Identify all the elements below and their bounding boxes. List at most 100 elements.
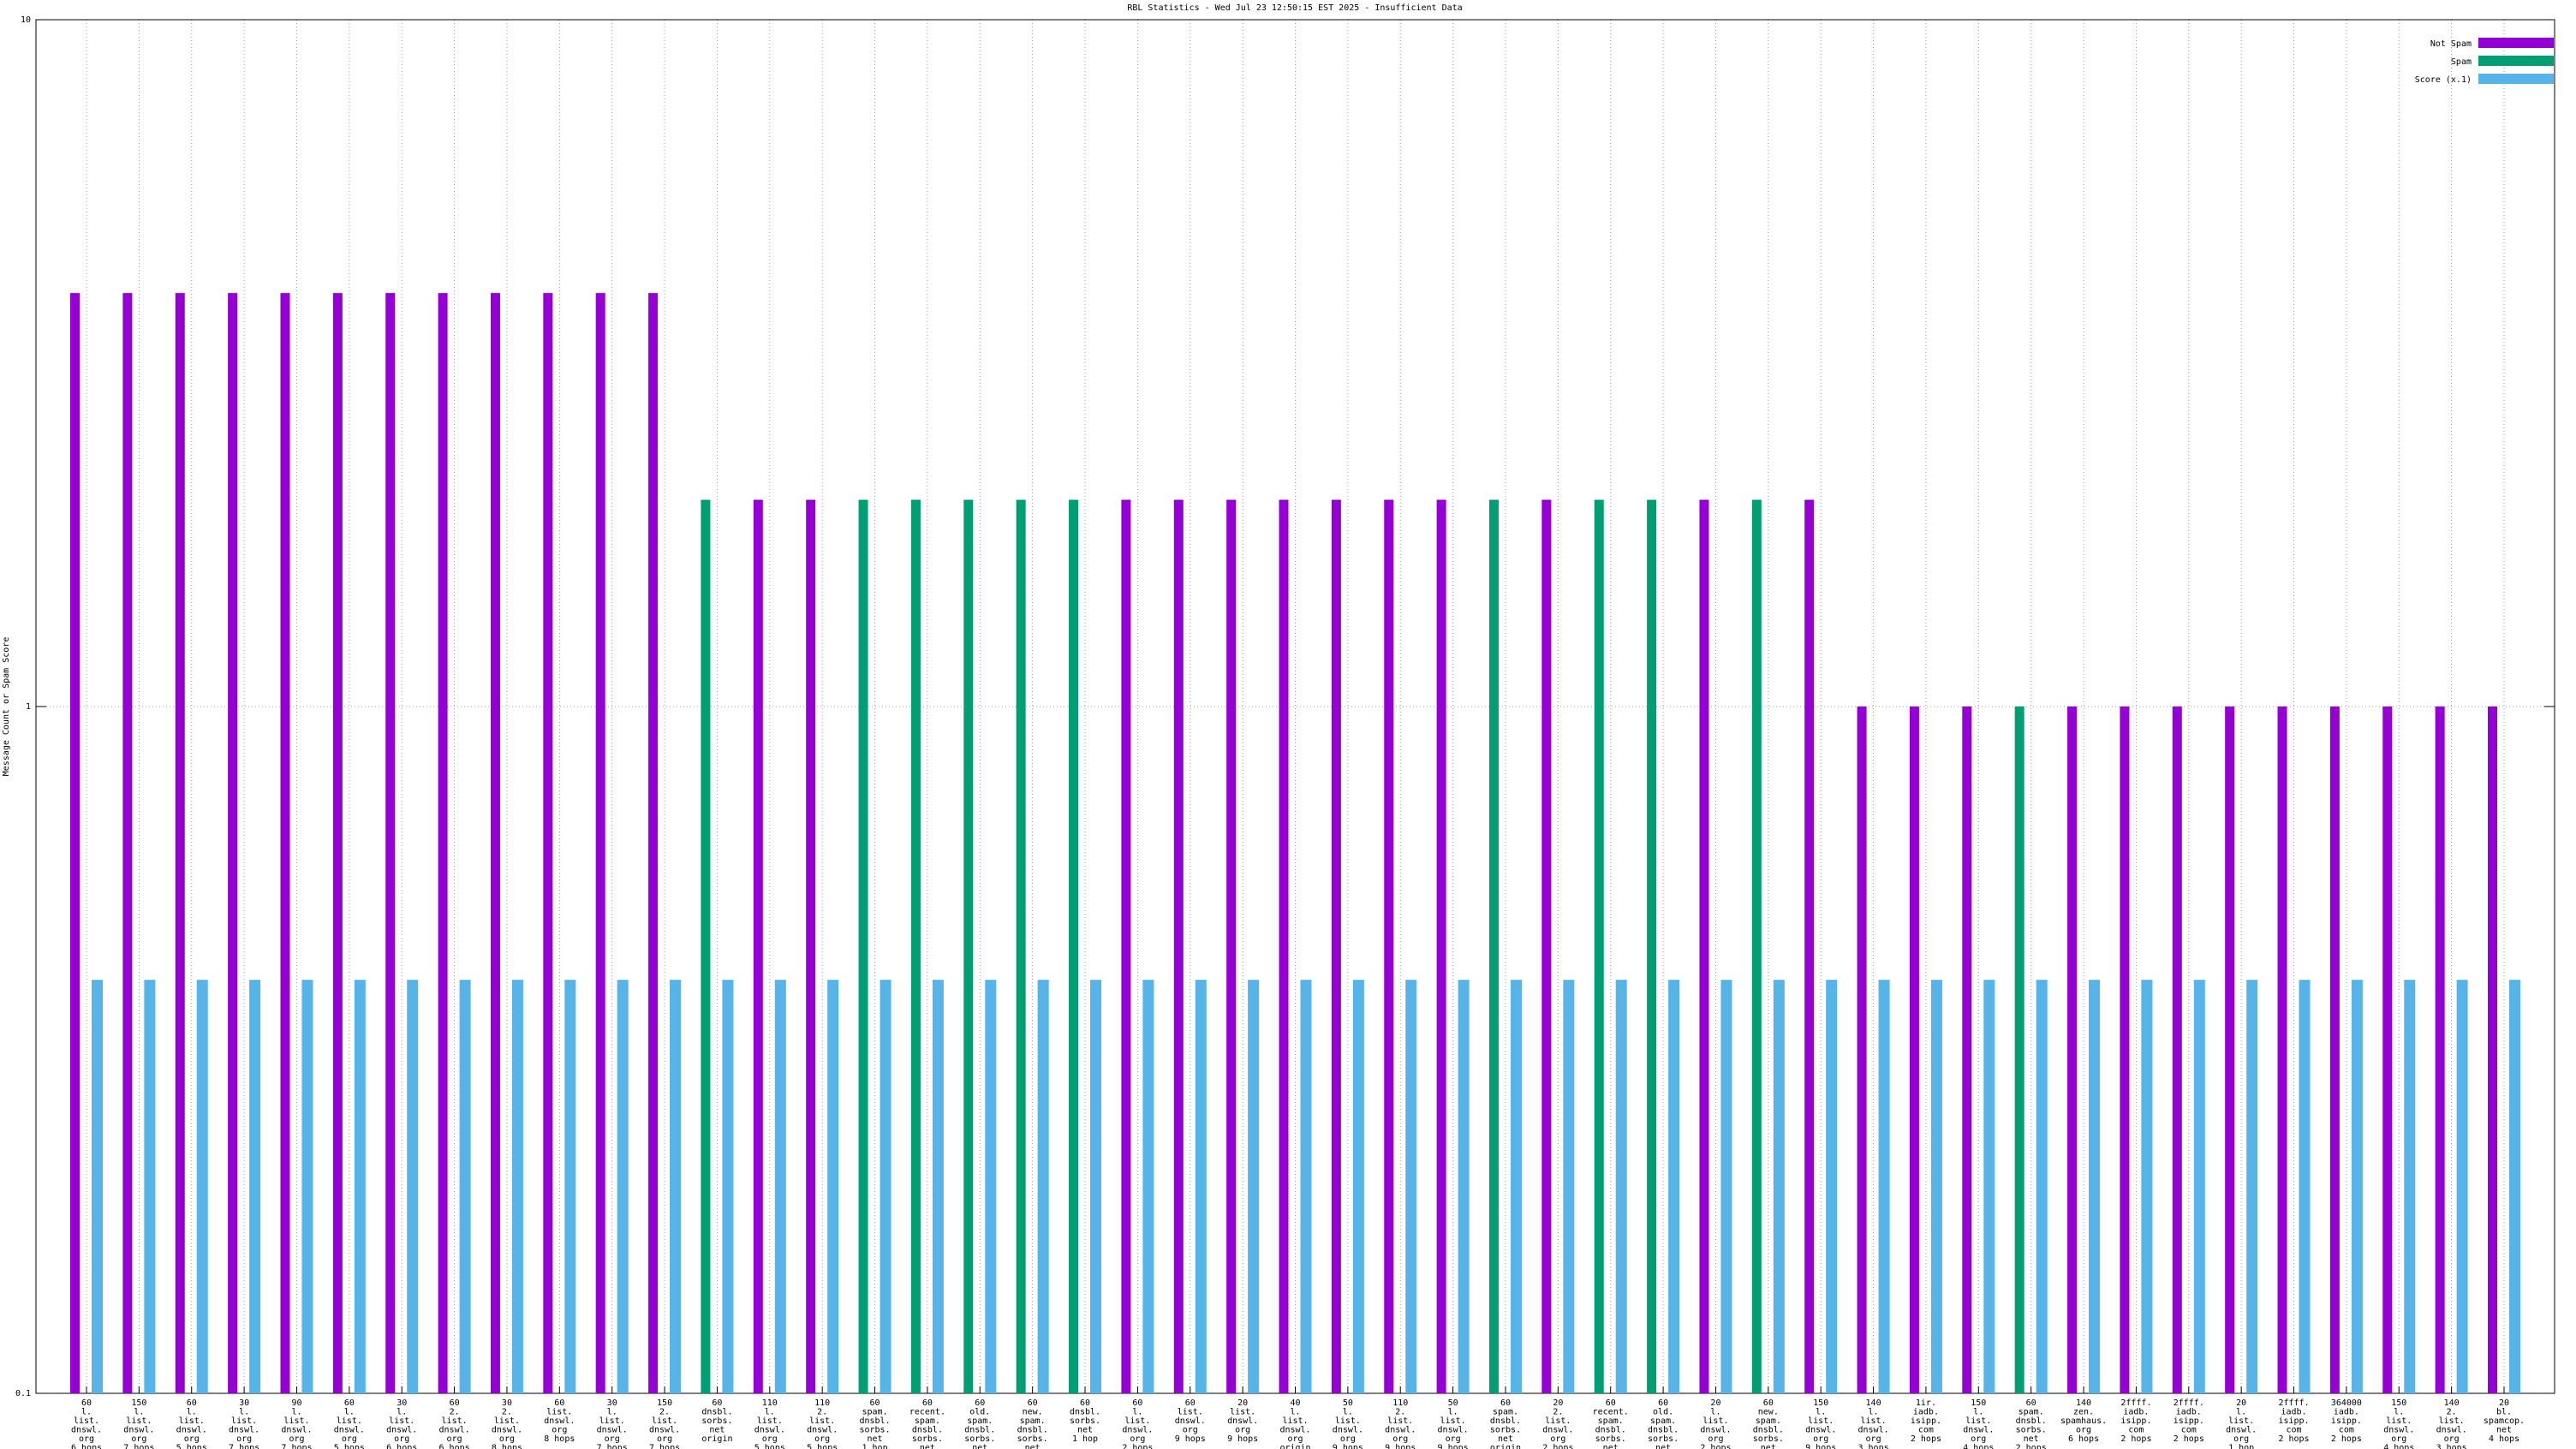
x-tick-label-line: list. [231,1416,257,1426]
legend-swatch [2478,38,2554,48]
bar [332,293,343,1393]
x-tick-label-line: 60 [1500,1398,1511,1408]
x-tick-label-line: list. [1178,1408,1203,1417]
bar [1436,499,1446,1393]
x-tick-label-line: com [2339,1426,2354,1435]
x-tick-label: 1ir. iadb. isipp. com 2 hops [1911,1398,1941,1444]
x-tick-label-line: list. [652,1416,677,1426]
x-tick-label-line: spam. [1493,1408,1518,1417]
x-tick-label-line: dnsbl. [1595,1426,1626,1435]
x-tick-label-line: 3 hops [1858,1444,1889,1449]
x-tick-label: 2ffff. iadb. isipp. com 2 hops [2120,1398,2151,1444]
x-tick-label-line: org [1550,1434,1565,1444]
x-tick-label-line: old. [969,1408,990,1417]
bar [564,980,576,1393]
x-tick-label-line: list. [1387,1416,1413,1426]
x-tick-label-line: 60 [1606,1398,1616,1408]
bar [2509,980,2520,1393]
x-tick-label-line: 2 hops [1700,1444,1731,1449]
bar [963,499,974,1393]
x-tick-label-line: list. [1965,1416,1991,1426]
x-tick-label-line: org [1446,1434,1461,1444]
x-tick-label-line: dnswl. [597,1426,628,1435]
bar [1016,499,1026,1393]
x-tick-label-line: list. [442,1416,468,1426]
x-tick-label: 60 dnsbl. sorbs. net 1 hop [1070,1398,1100,1444]
x-tick-label-line: 2 hops [1542,1444,1573,1449]
x-tick-label-line: org [2391,1434,2406,1444]
bar [196,980,208,1393]
bar [1909,707,1919,1393]
bar [2172,707,2182,1393]
x-tick-label-line: net [2496,1426,2512,1435]
x-tick-label-line: net [1025,1444,1041,1449]
bar [2141,980,2153,1393]
x-tick-label-line: 1ir. [1916,1398,1936,1408]
x-tick-label-line: net [972,1444,987,1449]
x-tick-label: 150 l. list. dnswl. org 4 hops [1963,1398,1994,1449]
bar [595,293,605,1393]
x-tick-label-line: 140 [1866,1398,1881,1408]
x-tick-label-line: 2 hops [2278,1434,2309,1444]
x-tick-label-line: org [79,1434,94,1444]
x-tick-label-line: list. [389,1416,414,1426]
x-tick-label-line: dnswl. [281,1426,312,1435]
x-tick-label-line: 20 [1553,1398,1563,1408]
x-tick-label-line: 150 [657,1398,672,1408]
x-tick-label-line: sorbs. [1595,1434,1626,1444]
x-tick-label-line: isipp. [2120,1416,2151,1426]
x-tick-label-line: dnsbl. [1490,1416,1521,1426]
bar [670,980,682,1393]
x-tick-label-line: dnswl. [1438,1426,1469,1435]
x-tick-label: 2ffff. iadb. isipp. com 2 hops [2174,1398,2204,1444]
x-tick-label-line: list. [1230,1408,1255,1417]
x-tick-label-line: dnswl. [1279,1426,1310,1435]
x-tick-label-line: 2 hops [2016,1444,2047,1449]
x-tick-label-line: 2ffff. [2174,1398,2204,1408]
bar [92,980,103,1393]
x-tick-label-line: 8 hops [544,1434,575,1444]
x-tick-label: 140 zen. spamhaus. org 6 hops [2060,1398,2107,1444]
x-tick-label-line: l. [1973,1408,1983,1417]
bar [910,499,921,1393]
x-tick-label-line: dnswl. [1122,1426,1153,1435]
x-tick-label-line: l. [765,1408,775,1417]
bar [932,980,944,1393]
x-tick-label-line: 6 hops [439,1444,470,1449]
bar [490,293,500,1393]
x-tick-label-line: 60 [1132,1398,1142,1408]
bar [122,293,133,1393]
x-tick-label-line: 5 hops [334,1444,365,1449]
bar [1090,980,1102,1393]
x-tick-label-line: org [342,1434,357,1444]
x-tick-label-line: 5 hops [176,1444,207,1449]
x-tick-label-line: l. [1132,1408,1142,1417]
x-tick-label-line: list. [757,1416,783,1426]
x-tick-label-line: org [1971,1434,1986,1444]
bar [1279,499,1289,1393]
x-tick-label: 50 l. list. dnswl. org 9 hops [1438,1398,1469,1449]
x-tick-label: 60 dnsbl. sorbs. net origin [701,1398,732,1444]
x-tick-label-line: l. [81,1408,92,1417]
x-tick-label: 150 2. list. dnswl. org 7 hops [649,1398,680,1449]
bar [880,980,891,1393]
x-tick-label-line: 7 hops [123,1444,154,1449]
bar [438,293,448,1393]
x-tick-label-line: 60 [344,1398,355,1408]
bar [1773,980,1785,1393]
x-tick-label-line: recent. [909,1408,945,1417]
x-tick-label-line: list. [2228,1416,2254,1426]
x-tick-label-line: new. [1758,1408,1779,1417]
x-tick-label-line: 20 [1237,1398,1248,1408]
x-tick-label-line: 60 [1763,1398,1774,1408]
x-tick-label: 20 list. dnswl. org 9 hops [1227,1398,1258,1444]
x-tick-label-line: dnswl. [544,1416,575,1426]
x-tick-label: 110 2. list. dnswl. org 9 hops [1385,1398,1416,1449]
x-tick-label-line: sorbs. [701,1416,732,1426]
x-tick-label: 150 l. list. dnswl. org 7 hops [123,1398,154,1449]
x-tick-label-line: 150 [1971,1398,1986,1408]
bar [2067,707,2078,1393]
bar [2404,980,2416,1393]
bar [1857,707,1867,1393]
